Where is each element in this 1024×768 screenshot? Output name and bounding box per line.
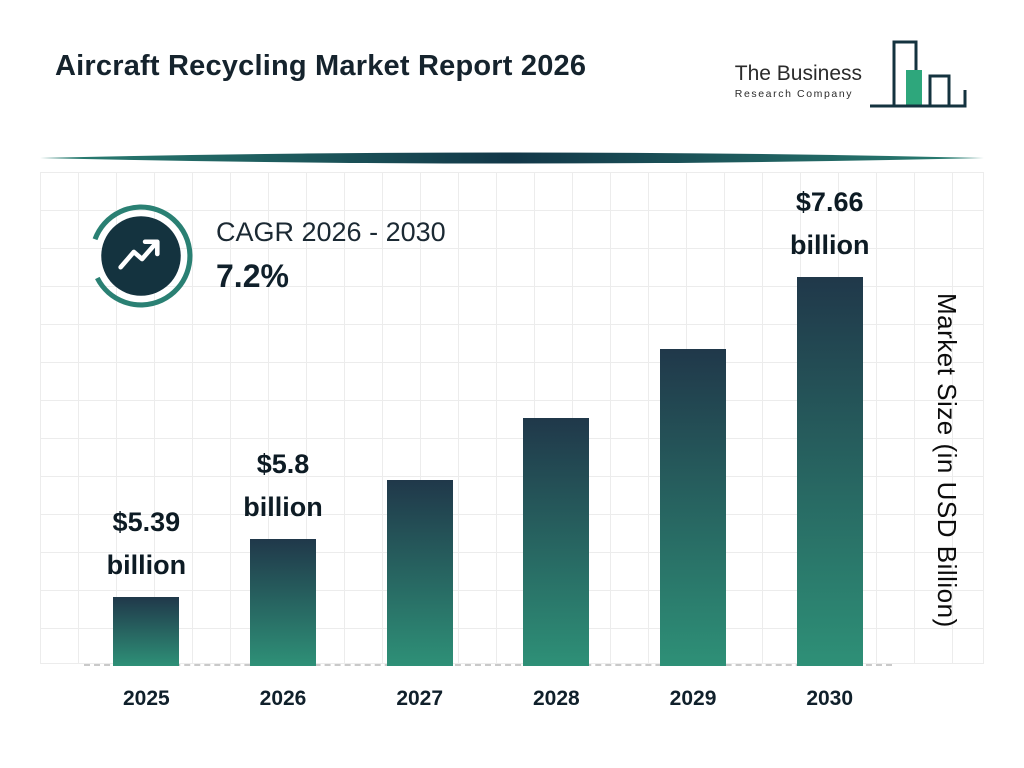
cagr-label: CAGR 2026 - 2030 bbox=[216, 217, 446, 247]
bar-value-label: $7.66 billion bbox=[790, 181, 869, 267]
bar-value-unit: billion bbox=[789, 229, 870, 260]
bar-column: 2028 bbox=[488, 418, 625, 714]
bar-chart: $5.39 billion 2025 $5.8 billion 2026 202… bbox=[78, 174, 898, 714]
bar-column: $5.8 billion 2026 bbox=[215, 443, 352, 714]
bar-value-amount: $7.66 bbox=[795, 186, 864, 217]
logo-name: The Business bbox=[734, 62, 862, 85]
x-axis-tick-label: 2027 bbox=[396, 687, 444, 710]
bar-column: $5.39 billion 2025 bbox=[78, 501, 215, 714]
company-logo: The Business Research Company bbox=[735, 36, 972, 116]
bar-column: 2029 bbox=[625, 349, 762, 714]
bar-column: $7.66 billion 2030 bbox=[761, 181, 898, 714]
bar bbox=[796, 277, 863, 666]
bar-value-amount: $5.8 bbox=[256, 448, 310, 479]
x-axis-tick-label: 2029 bbox=[669, 687, 717, 710]
growth-trend-icon bbox=[88, 203, 194, 309]
logo-text: The Business Research Company bbox=[735, 62, 862, 116]
page-title: Aircraft Recycling Market Report 2026 bbox=[55, 50, 587, 82]
cagr-value: 7.2% bbox=[216, 258, 289, 294]
bar-value-unit: billion bbox=[243, 491, 323, 522]
bar bbox=[660, 349, 727, 666]
logo-subname: Research Company bbox=[734, 88, 854, 100]
bar-column: 2027 bbox=[351, 480, 488, 714]
y-axis-label: Market Size (in USD Billion) bbox=[932, 292, 962, 628]
bar-value-label: $5.8 billion bbox=[243, 443, 322, 529]
x-axis-tick-label: 2030 bbox=[806, 687, 854, 710]
x-axis-tick-label: 2028 bbox=[532, 687, 580, 710]
bar bbox=[386, 480, 453, 666]
bar bbox=[113, 597, 180, 666]
bar-chart-logo-icon bbox=[868, 36, 972, 116]
x-axis-tick-label: 2026 bbox=[259, 687, 307, 710]
bar bbox=[523, 418, 590, 666]
cagr-block: CAGR 2026 - 2030 7.2% bbox=[88, 203, 446, 309]
header-divider bbox=[40, 150, 984, 166]
cagr-texts: CAGR 2026 - 2030 7.2% bbox=[216, 203, 446, 309]
bar-value-unit: billion bbox=[106, 549, 187, 580]
bar bbox=[250, 539, 316, 666]
bar-value-label: $5.39 billion bbox=[107, 501, 186, 587]
x-axis-baseline bbox=[84, 664, 892, 666]
x-axis-tick-label: 2025 bbox=[122, 687, 170, 710]
bar-value-amount: $5.39 bbox=[112, 506, 181, 537]
